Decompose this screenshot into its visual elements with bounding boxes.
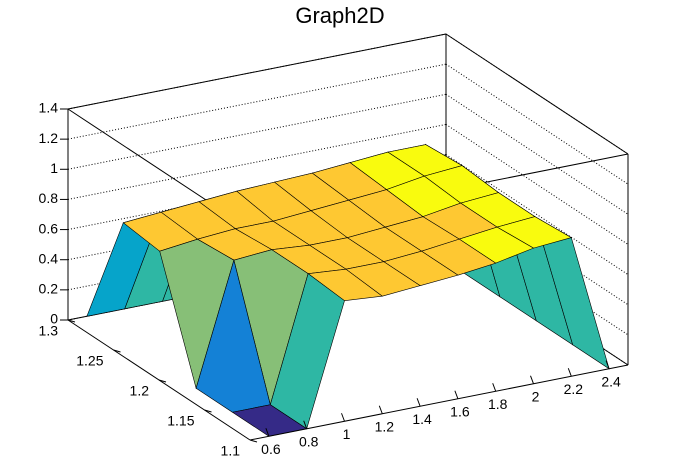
- y-tick-label: 1.3: [39, 323, 59, 339]
- z-tick-label: 1.4: [39, 100, 59, 116]
- x-tick-label: 1: [343, 426, 351, 442]
- y-tick: [158, 379, 167, 383]
- y-tick: [113, 349, 121, 353]
- z-tick-label: 0: [50, 311, 58, 327]
- x-tick-label: 1.6: [450, 403, 470, 419]
- y-tick: [67, 319, 76, 323]
- x-tick-label: 0.6: [261, 441, 281, 457]
- x-tick: [492, 383, 497, 392]
- z-tick-label: 0.8: [39, 190, 59, 206]
- x-tick: [303, 420, 308, 429]
- grid-line: [445, 63, 629, 185]
- z-tick-label: 1: [50, 160, 58, 176]
- grid-line: [445, 124, 629, 245]
- y-tick-label: 1.15: [167, 413, 194, 429]
- x-tick: [567, 368, 572, 377]
- y-tick: [204, 409, 212, 413]
- x-tick: [530, 375, 534, 384]
- x-tick-label: 1.4: [412, 411, 432, 427]
- z-tick-label: 1.2: [39, 130, 59, 146]
- y-tick-label: 1.2: [130, 383, 150, 399]
- grid-line: [445, 93, 629, 215]
- x-tick: [605, 360, 610, 369]
- grid-line: [67, 123, 447, 200]
- x-tick-label: 1.2: [375, 418, 395, 434]
- y-tick-label: 1.25: [76, 353, 103, 369]
- x-tick: [454, 390, 459, 399]
- x-tick: [378, 405, 383, 414]
- chart-title: Graph2D: [295, 3, 384, 28]
- x-axis: [249, 364, 629, 441]
- y-tick: [249, 439, 258, 443]
- x-tick: [265, 428, 270, 437]
- y-tick-label: 1.1: [221, 443, 241, 459]
- z-tick-label: 0.6: [39, 220, 59, 236]
- x-tick-label: 0.8: [299, 433, 319, 449]
- x-tick: [341, 413, 345, 422]
- z-tick-label: 0.4: [39, 250, 59, 266]
- z-tick-label: 0.2: [39, 281, 59, 297]
- x-tick-label: 2: [532, 388, 540, 404]
- grid-line: [67, 93, 447, 170]
- grid-line: [445, 33, 629, 155]
- grid-line: [67, 33, 447, 110]
- x-tick-label: 2.2: [564, 381, 584, 397]
- grid-line: [67, 63, 447, 140]
- x-tick: [416, 398, 421, 407]
- grid-line: [445, 154, 629, 275]
- x-tick-label: 1.8: [488, 396, 508, 412]
- x-tick-label: 2.4: [601, 373, 621, 389]
